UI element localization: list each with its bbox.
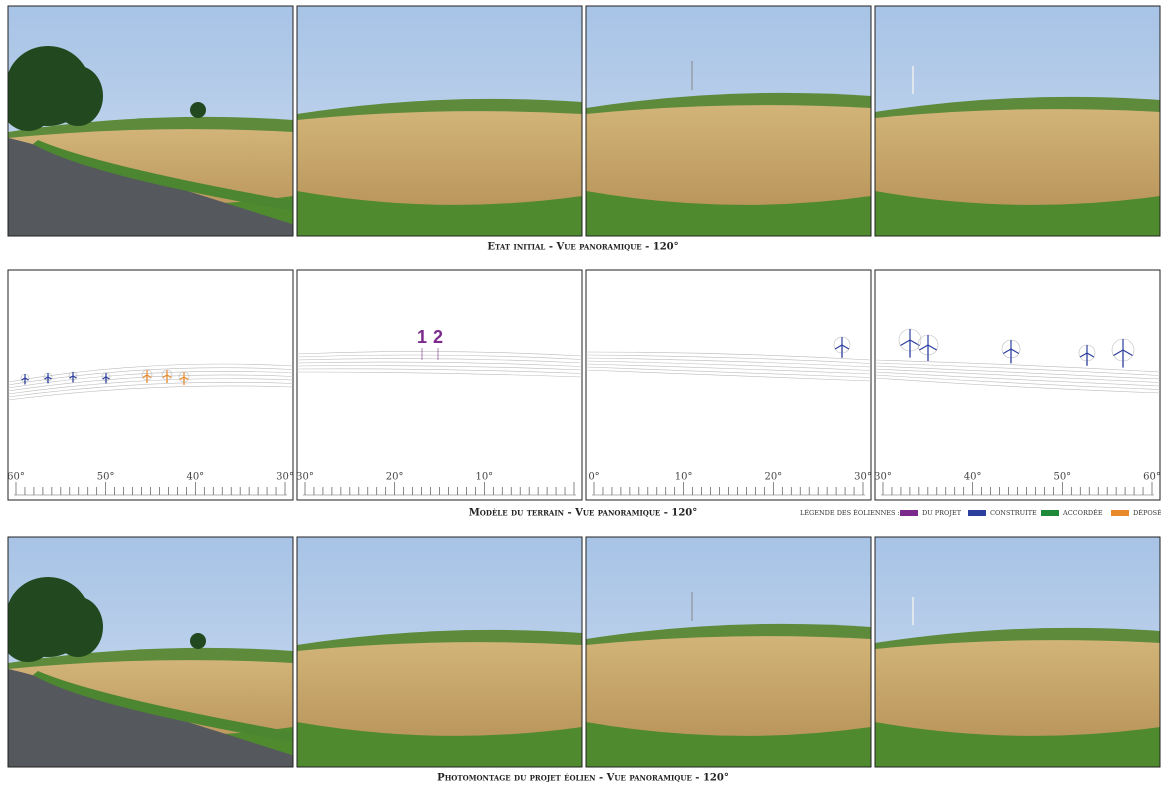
project-turbine-label: 1 — [417, 327, 427, 347]
model-frame — [297, 270, 582, 500]
scale-label: 50° — [97, 472, 115, 483]
legend-label: construite — [990, 509, 1037, 517]
tree — [190, 633, 206, 649]
scale-label: 30° — [276, 472, 294, 483]
scale-label: 30° — [296, 472, 314, 483]
body: Etat initial - Vue panoramique - 120° Mo… — [0, 0, 1161, 786]
scale-label: 20° — [764, 472, 782, 483]
legend-label: déposée — [1133, 508, 1161, 517]
legend-title: Légende des éoliennes : — [800, 508, 900, 517]
model-frame — [875, 270, 1160, 500]
scale-label: 10° — [475, 472, 493, 483]
page: {"captions": {"initial": "Etat initial -… — [0, 0, 1161, 786]
tree — [53, 66, 103, 126]
photo — [297, 6, 582, 236]
caption: Photomontage du projet éolien - Vue pano… — [437, 773, 729, 784]
photo — [297, 537, 582, 767]
legend-swatch — [1041, 510, 1059, 516]
tree — [190, 102, 206, 118]
scale-label: 60° — [7, 472, 25, 483]
scale-label: 30° — [874, 472, 892, 483]
photo — [875, 537, 1160, 767]
tree — [53, 597, 103, 657]
legend-label: du projet — [922, 509, 962, 517]
caption: Etat initial - Vue panoramique - 120° — [487, 242, 678, 253]
photo — [875, 6, 1160, 236]
photo — [0, 6, 298, 236]
legend-swatch — [1111, 510, 1129, 516]
legend-swatch — [900, 510, 918, 516]
photo — [0, 537, 298, 767]
scale-label: 40° — [964, 472, 982, 483]
project-turbine-label: 2 — [433, 327, 443, 347]
caption: Modèle du terrain - Vue panoramique - 12… — [469, 508, 698, 519]
scale-label: 30° — [854, 472, 872, 483]
scale-label: 40° — [186, 472, 204, 483]
photo — [586, 6, 871, 236]
scale-label: 60° — [1143, 472, 1161, 483]
scale-label: 10° — [675, 472, 693, 483]
legend-swatch — [968, 510, 986, 516]
panorama-sheet: Etat initial - Vue panoramique - 120° Mo… — [0, 0, 1161, 786]
scale-label: 50° — [1053, 472, 1071, 483]
model-frame — [8, 270, 293, 500]
scale-label: 0° — [588, 472, 599, 483]
scale-label: 20° — [386, 472, 404, 483]
photo — [586, 537, 871, 767]
model-frame — [586, 270, 871, 500]
legend-label: accordée — [1062, 508, 1103, 517]
